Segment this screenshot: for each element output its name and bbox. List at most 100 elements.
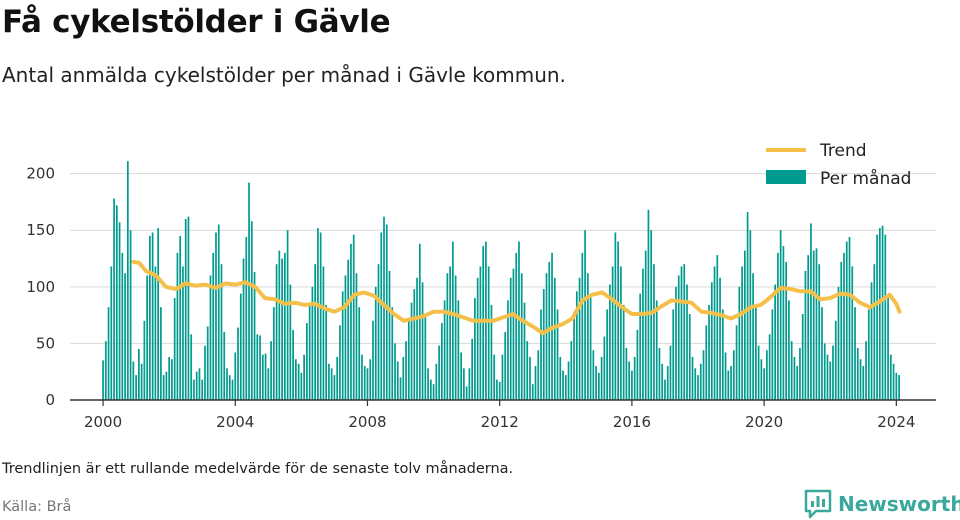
- monthly-bar: [388, 270, 391, 400]
- monthly-bar: [418, 243, 421, 400]
- monthly-bar: [892, 363, 895, 400]
- monthly-bar: [661, 363, 664, 400]
- monthly-bar: [829, 361, 832, 400]
- monthly-bar: [457, 300, 460, 400]
- monthly-bar: [239, 293, 242, 400]
- monthly-bar: [730, 366, 732, 400]
- x-tick-label: 2012: [481, 413, 519, 431]
- monthly-bar: [686, 284, 688, 400]
- monthly-bar: [628, 361, 631, 400]
- monthly-bar: [151, 232, 154, 400]
- monthly-bar: [523, 302, 526, 400]
- monthly-bar: [867, 309, 870, 400]
- monthly-bar: [677, 275, 680, 400]
- y-tick-label: 100: [26, 278, 55, 296]
- brand-logo[interactable]: Newsworthy: [804, 489, 960, 519]
- monthly-bar: [878, 227, 881, 400]
- y-tick-label: 200: [26, 165, 55, 183]
- monthly-bar: [567, 361, 570, 400]
- monthly-bar: [341, 291, 344, 400]
- monthly-bar: [487, 266, 490, 400]
- monthly-bar: [600, 356, 603, 400]
- monthly-bar: [405, 341, 407, 400]
- monthly-bar: [440, 323, 443, 400]
- monthly-bar: [286, 230, 289, 400]
- monthly-bar: [171, 359, 173, 400]
- monthly-bar: [779, 230, 782, 400]
- monthly-bar: [881, 225, 884, 400]
- monthly-bar: [330, 368, 333, 400]
- chart-legend: Trend Per månad: [766, 141, 911, 189]
- monthly-bar: [691, 356, 694, 400]
- monthly-bar: [848, 237, 851, 400]
- monthly-bar: [322, 266, 325, 400]
- monthly-bar: [231, 379, 234, 400]
- monthly-bar: [870, 282, 873, 400]
- x-tick-label: 2020: [745, 413, 783, 431]
- monthly-bar: [344, 275, 347, 400]
- legend-trend-label: Trend: [819, 141, 867, 161]
- monthly-bar: [851, 266, 854, 400]
- monthly-bar: [512, 268, 515, 400]
- monthly-bar: [146, 275, 148, 400]
- monthly-bar: [611, 266, 614, 400]
- monthly-bar: [217, 224, 220, 400]
- monthly-bar: [507, 300, 509, 400]
- monthly-bar: [760, 359, 763, 400]
- y-tick-label: 150: [26, 221, 55, 239]
- monthly-bar: [124, 273, 126, 400]
- monthly-bar: [735, 325, 738, 400]
- monthly-bar: [476, 277, 479, 400]
- x-tick-label: 2024: [877, 413, 915, 431]
- monthly-bar: [363, 366, 366, 400]
- page-subtitle: Antal anmälda cykelstölder per månad i G…: [2, 63, 566, 87]
- monthly-bar: [843, 252, 845, 400]
- monthly-bar: [854, 307, 856, 400]
- chart: 2000 2004 2008 2012 2016 2020 2024 0 50 100 150 20…: [26, 141, 936, 431]
- monthly-bar: [250, 221, 253, 400]
- monthly-bar: [272, 307, 275, 400]
- monthly-bar: [118, 222, 121, 400]
- monthly-bar: [559, 356, 562, 400]
- monthly-bar: [416, 277, 418, 400]
- monthly-bar: [862, 366, 865, 400]
- monthly-bar: [812, 250, 815, 400]
- monthly-bar: [182, 266, 184, 400]
- monthly-bar: [165, 371, 168, 400]
- page-title: Få cykelstölder i Gävle: [2, 4, 391, 40]
- monthly-bar: [361, 354, 363, 400]
- monthly-bar: [493, 354, 496, 400]
- monthly-bar: [702, 350, 705, 400]
- monthly-bar: [515, 252, 518, 400]
- monthly-bar: [705, 325, 708, 400]
- monthly-bar: [399, 377, 402, 400]
- monthly-bar: [642, 268, 644, 400]
- monthly-bar: [889, 354, 892, 400]
- monthly-bar: [160, 307, 162, 400]
- source-label: Källa: Brå: [2, 499, 72, 515]
- monthly-bar: [463, 368, 465, 400]
- monthly-bar: [529, 356, 531, 400]
- monthly-bar: [818, 264, 821, 400]
- monthly-bar: [424, 313, 427, 400]
- monthly-bar: [509, 277, 512, 400]
- monthly-bar: [303, 354, 305, 400]
- monthly-bar: [107, 307, 110, 400]
- monthly-bar: [385, 224, 388, 400]
- chart-footnote: Trendlinjen är ett rullande medelvärde f…: [2, 461, 514, 477]
- monthly-bar: [788, 300, 790, 400]
- monthly-bar: [314, 264, 317, 400]
- monthly-bar: [234, 352, 237, 400]
- monthly-bar: [598, 372, 600, 400]
- monthly-bar: [790, 341, 793, 400]
- monthly-bar: [297, 363, 300, 400]
- monthly-bar: [589, 295, 592, 400]
- monthly-bar: [407, 318, 410, 400]
- monthly-bar: [774, 284, 776, 400]
- monthly-bar: [724, 352, 727, 400]
- monthly-bar: [856, 347, 859, 400]
- monthly-bar: [586, 273, 589, 400]
- monthly-bar: [308, 302, 311, 400]
- monthly-bar: [394, 343, 396, 400]
- x-tick-label: 2008: [348, 413, 386, 431]
